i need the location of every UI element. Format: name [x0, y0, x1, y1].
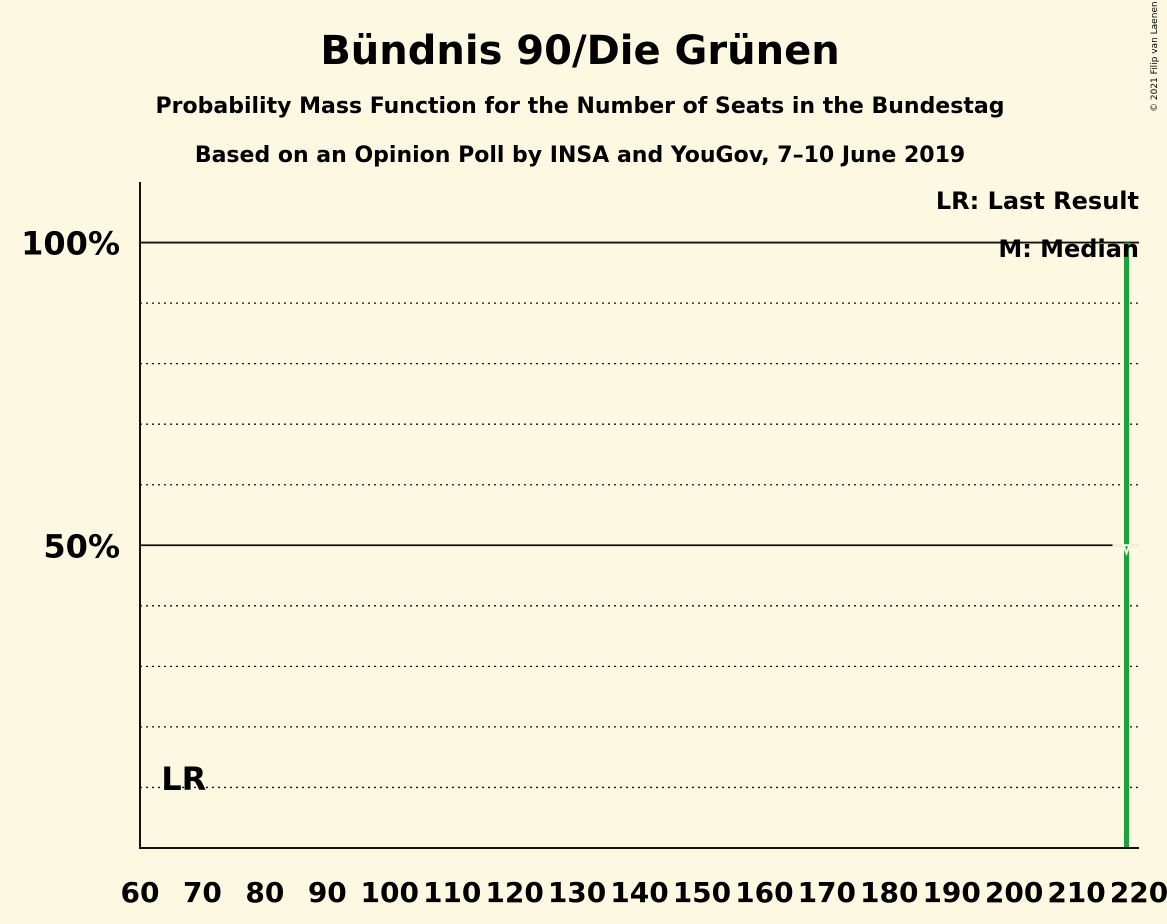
- x-tick-label: 150: [673, 876, 731, 909]
- x-tick-label: 80: [245, 876, 284, 909]
- last-result-marker: LR: [161, 760, 206, 798]
- x-tick-label: 200: [985, 876, 1043, 909]
- y-tick-label: 100%: [21, 225, 120, 263]
- chart-title: Bündnis 90/Die Grünen: [320, 28, 839, 74]
- x-tick-label: 110: [423, 876, 481, 909]
- x-tick-label: 100: [361, 876, 419, 909]
- x-tick-label: 180: [860, 876, 918, 909]
- x-tick-label: 140: [610, 876, 668, 909]
- x-tick-label: 90: [308, 876, 347, 909]
- chart-subtitle: Probability Mass Function for the Number…: [156, 94, 1005, 119]
- y-tick-label: 50%: [43, 527, 120, 565]
- legend-last-result: LR: Last Result: [936, 187, 1139, 215]
- x-tick-label: 60: [121, 876, 160, 909]
- chart-subtitle-source: Based on an Opinion Poll by INSA and You…: [195, 143, 965, 168]
- median-marker-group: [1112, 536, 1141, 557]
- x-tick-label: 210: [1047, 876, 1105, 909]
- x-tick-label: 130: [548, 876, 606, 909]
- x-tick-label: 170: [798, 876, 856, 909]
- x-tick-label: 120: [485, 876, 543, 909]
- x-tick-label: 70: [183, 876, 222, 909]
- median-marker: [1119, 536, 1134, 557]
- grid-lines: [140, 241, 1139, 789]
- x-tick-label: 190: [922, 876, 980, 909]
- x-tick-label: 220: [1110, 876, 1167, 909]
- y-tick-labels: 100% 50%: [21, 225, 120, 566]
- copyright-note: © 2021 Filip van Laenen: [1150, 1, 1160, 112]
- x-tick-label: 160: [735, 876, 793, 909]
- x-tick-labels: 60 70 80 90 100 110 120 130 140 150 160 170 180 190 20…: [121, 876, 1167, 909]
- legend-median: M: Median: [998, 235, 1139, 263]
